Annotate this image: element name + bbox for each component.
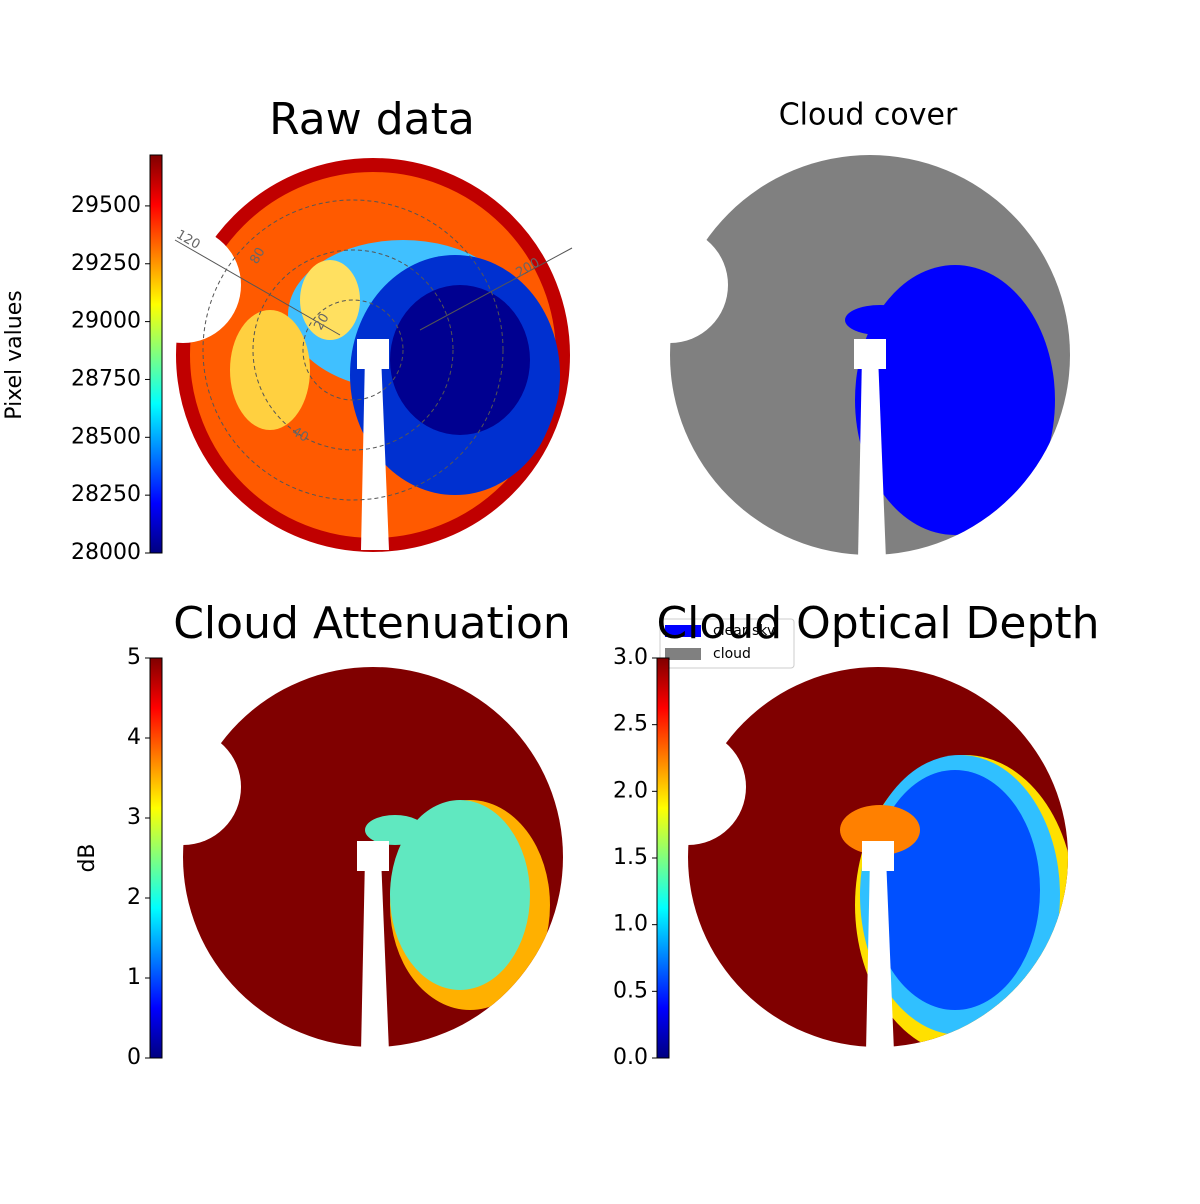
- panel-title: Cloud Optical Depth: [656, 598, 1099, 649]
- colorbar-tick-label: 2.5: [613, 712, 648, 737]
- colorbar: [149, 657, 163, 1059]
- polar-label: 40: [289, 424, 311, 445]
- colorbar-tick-label: 29250: [71, 251, 141, 276]
- image-mask: [361, 355, 389, 550]
- colorbar-tick-label: 1: [127, 965, 141, 990]
- image-mask: [866, 857, 894, 1052]
- panel-title: Cloud cover: [779, 98, 958, 133]
- colorbar-label: Pixel values: [2, 290, 27, 419]
- colorbar-tick-label: 2: [127, 885, 141, 910]
- legend-label: clear sky: [713, 623, 775, 639]
- colorbar: [149, 154, 163, 554]
- colorbar-tick-label: 28250: [71, 482, 141, 507]
- colorbar-tick-label: 2.0: [613, 778, 648, 803]
- legend-swatch: [665, 648, 701, 660]
- colorbar-label: dB: [75, 843, 100, 872]
- image-region: [390, 800, 530, 990]
- image-notch: [125, 729, 241, 845]
- colorbar-tick-label: 29000: [71, 309, 141, 334]
- legend-swatch: [665, 625, 701, 637]
- image-features: [365, 800, 550, 1010]
- colorbar-tick-label: 28750: [71, 366, 141, 391]
- image-mask: [854, 339, 886, 369]
- colorbar-tick-label: 1.0: [613, 912, 648, 937]
- image-region: [855, 265, 1055, 535]
- image-mask: [858, 355, 886, 560]
- panel-title: Cloud Attenuation: [173, 598, 571, 649]
- colorbar-tick-label: 4: [127, 725, 141, 750]
- colorbar: [656, 657, 670, 1059]
- image-features: [840, 755, 1068, 1047]
- polar-label: 80: [247, 245, 268, 267]
- image-notch: [612, 227, 728, 343]
- legend-label: cloud: [713, 646, 751, 662]
- image-mask: [357, 339, 389, 369]
- image-region: [870, 770, 1040, 1010]
- colorbar-tick-label: 3.0: [613, 645, 648, 670]
- image-region: [300, 260, 360, 340]
- colorbar-tick-label: 28000: [71, 540, 141, 565]
- image-features: [845, 265, 1055, 535]
- image-mask: [357, 841, 389, 871]
- polar-grid: [252, 249, 454, 451]
- polar-axis: [174, 239, 341, 336]
- image-mask: [361, 857, 389, 1052]
- colorbar-tick-label: 29500: [71, 193, 141, 218]
- image-mask: [862, 841, 894, 871]
- colorbar-tick-label: 3: [127, 805, 141, 830]
- colorbar-tick-label: 0: [127, 1045, 141, 1070]
- panel-title: Raw data: [269, 94, 475, 145]
- colorbar-tick-label: 28500: [71, 424, 141, 449]
- image-region: [840, 805, 920, 855]
- polar-axis: [419, 247, 573, 331]
- image-region: [390, 285, 530, 435]
- colorbar-tick-label: 1.5: [613, 845, 648, 870]
- polar-grid: [202, 199, 504, 501]
- image-region: [365, 815, 425, 845]
- image-region: [845, 305, 915, 335]
- image-features: [230, 240, 560, 495]
- polar-label: 20: [311, 311, 332, 333]
- colorbar-tick-label: 5: [127, 645, 141, 670]
- polar-grid: [302, 299, 404, 401]
- colorbar-tick-label: 0.0: [613, 1045, 648, 1070]
- colorbar-tick-label: 0.5: [613, 978, 648, 1003]
- image-region: [230, 310, 310, 430]
